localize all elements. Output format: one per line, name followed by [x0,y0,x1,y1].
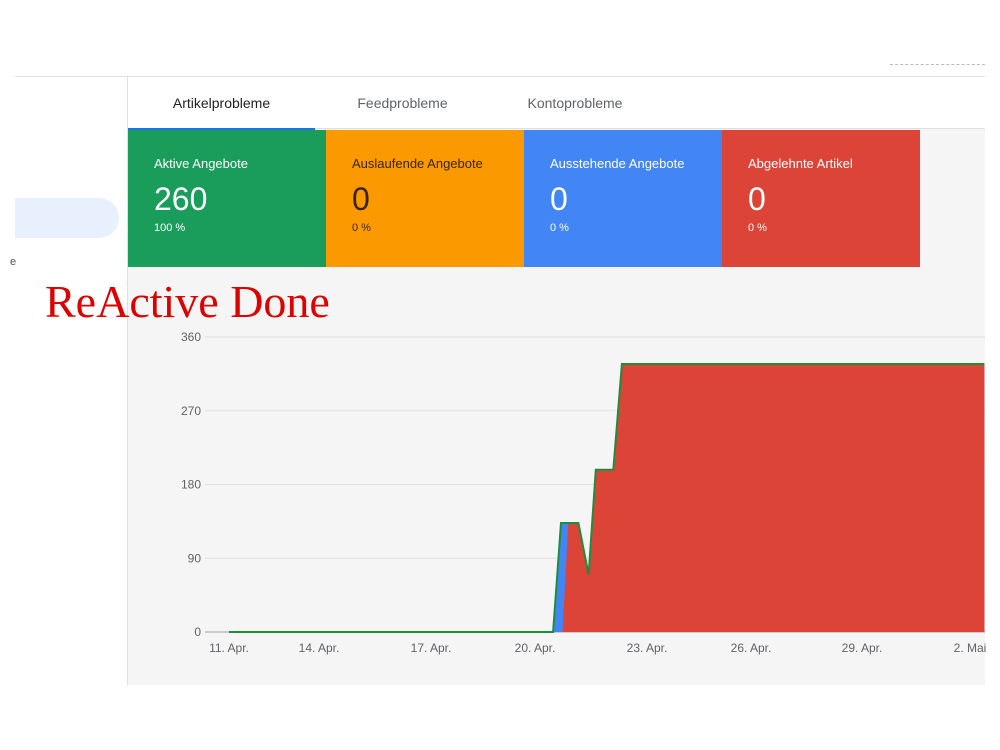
card-title: Ausstehende Angebote [550,156,685,171]
card-value: 0 [352,181,370,217]
card-value: 260 [154,181,208,217]
card-percent: 0 % [748,222,767,234]
y-tick-label: 360 [181,330,201,344]
tab-feedprobleme[interactable]: Feedprobleme [357,95,448,111]
x-tick-label: 14. Apr. [299,641,340,655]
card-title: Aktive Angebote [154,156,248,171]
x-tick-label: 20. Apr. [515,641,556,655]
overlay-caption: ReActive Done [45,276,330,327]
y-tick-label: 180 [181,478,201,492]
header-divider [15,76,985,77]
card-auslaufende-angebote[interactable]: Auslaufende Angebote 0 0 % [326,130,524,267]
series-line-2 [229,363,985,633]
tab-bar: Artikelprobleme Feedprobleme Kontoproble… [128,77,985,130]
y-tick-label: 270 [181,404,201,418]
y-tick-label: 0 [194,625,201,639]
x-tick-label: 29. Apr. [842,641,883,655]
card-percent: 0 % [550,222,569,234]
x-tick-label: 23. Apr. [627,641,668,655]
series-area-1 [229,364,985,632]
header-control-fragment [890,64,985,65]
x-tick-label: 11. Apr. [209,641,249,655]
card-aktive-angebote[interactable]: Aktive Angebote 260 100 % [128,130,326,267]
sidebar-clipped-text: e [10,256,17,268]
card-percent: 100 % [154,222,186,234]
x-tick-label: 2. Mai [954,641,987,655]
tab-kontoprobleme[interactable]: Kontoprobleme [527,95,623,111]
sidebar-item-selected[interactable] [15,198,119,238]
card-ausstehende-angebote[interactable]: Ausstehende Angebote 0 0 % [524,130,722,267]
card-value: 0 [748,181,766,217]
x-tick-label: 26. Apr. [731,641,772,655]
card-title: Auslaufende Angebote [352,156,483,171]
sidebar-divider [127,77,128,685]
y-tick-label: 90 [188,551,202,565]
x-tick-label: 17. Apr. [411,641,452,655]
card-title: Abgelehnte Artikel [748,156,853,171]
card-value: 0 [550,181,568,217]
tab-artikelprobleme[interactable]: Artikelprobleme [128,77,315,130]
card-percent: 0 % [352,222,371,234]
card-abgelehnte-artikel[interactable]: Abgelehnte Artikel 0 0 % [722,130,920,267]
